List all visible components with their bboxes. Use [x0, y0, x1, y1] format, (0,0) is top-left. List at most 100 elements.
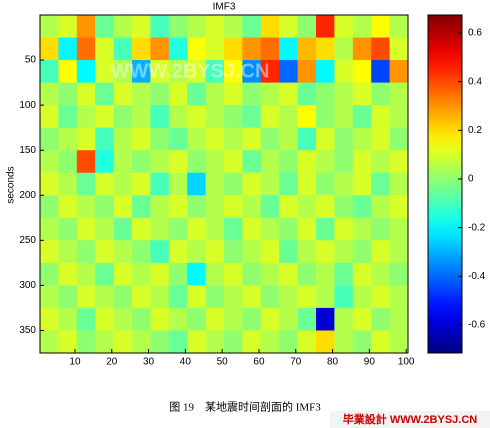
- heat-cell: [95, 262, 115, 286]
- x-tick-label: 70: [290, 357, 302, 368]
- heat-cell: [40, 285, 59, 309]
- heat-cell: [132, 217, 151, 241]
- heat-cell: [389, 15, 409, 39]
- heat-cell: [371, 307, 391, 331]
- heat-cell: [316, 15, 335, 39]
- heat-cell: [58, 127, 78, 151]
- heat-cell: [150, 127, 170, 151]
- heat-cell: [40, 330, 59, 354]
- heat-cell: [224, 240, 243, 264]
- y-tick-label: 350: [19, 325, 36, 336]
- heat-cell: [242, 172, 262, 196]
- heat-cell: [279, 82, 299, 106]
- heat-cell: [40, 262, 59, 286]
- heat-cell: [260, 262, 280, 286]
- y-tick-label: 50: [25, 55, 37, 66]
- heat-cell: [224, 285, 243, 309]
- heat-cell: [260, 240, 280, 264]
- heat-cell: [40, 172, 59, 196]
- heat-cell: [389, 285, 409, 309]
- logo: 毕業設計 WWW.2BYSJ.CN: [343, 412, 478, 426]
- heat-cell: [132, 37, 151, 61]
- heat-cell: [95, 330, 115, 354]
- heat-cell: [95, 15, 115, 39]
- heat-cell: [297, 60, 317, 84]
- heat-cell: [113, 60, 133, 84]
- heat-cell: [242, 82, 262, 106]
- heat-cell: [389, 37, 409, 61]
- heat-cell: [334, 150, 354, 174]
- heat-cell: [187, 240, 207, 264]
- heat-cell: [316, 330, 335, 354]
- y-tick-label: 200: [19, 190, 36, 201]
- heat-cell: [352, 127, 372, 151]
- heat-cell: [371, 172, 391, 196]
- colorbar: [427, 14, 463, 354]
- heat-cell: [95, 150, 115, 174]
- heat-cell: [40, 240, 59, 264]
- heat-cell: [58, 37, 78, 61]
- heat-cell: [242, 330, 262, 354]
- heat-cell: [76, 307, 96, 331]
- heat-cell: [242, 105, 262, 129]
- heat-cell: [95, 37, 115, 61]
- heat-cell: [187, 127, 207, 151]
- heat-cell: [205, 105, 225, 129]
- heat-cell: [168, 240, 188, 264]
- heat-cell: [389, 150, 409, 174]
- y-tick-label: 300: [19, 280, 36, 291]
- heat-cell: [297, 105, 317, 129]
- heat-cell: [224, 150, 243, 174]
- heat-cell: [334, 330, 354, 354]
- heat-cell: [389, 195, 409, 219]
- heat-cell: [150, 285, 170, 309]
- heat-cell: [334, 240, 354, 264]
- heat-cell: [76, 127, 96, 151]
- heat-cell: [187, 285, 207, 309]
- heat-cell: [297, 307, 317, 331]
- heat-cell: [168, 82, 188, 106]
- heat-cell: [224, 82, 243, 106]
- heat-cell: [150, 195, 170, 219]
- heat-cell: [389, 127, 409, 151]
- heat-cell: [279, 330, 299, 354]
- heat-cell: [113, 105, 133, 129]
- heat-cell: [132, 172, 151, 196]
- heat-cell: [205, 37, 225, 61]
- heat-cell: [242, 15, 262, 39]
- heat-cell: [150, 172, 170, 196]
- heat-cell: [297, 150, 317, 174]
- x-tick-label: 20: [106, 357, 118, 368]
- heat-cell: [352, 307, 372, 331]
- heat-cell: [224, 217, 243, 241]
- heat-cell: [113, 82, 133, 106]
- heat-cell: [279, 262, 299, 286]
- heat-cell: [150, 307, 170, 331]
- heat-cell: [187, 307, 207, 331]
- heat-cell: [40, 217, 59, 241]
- heat-cell: [297, 195, 317, 219]
- heat-cell: [224, 60, 243, 84]
- heat-cell: [205, 150, 225, 174]
- heat-cell: [316, 150, 335, 174]
- heat-cell: [40, 82, 59, 106]
- heat-cell: [352, 150, 372, 174]
- heat-cell: [389, 307, 409, 331]
- heat-cell: [187, 15, 207, 39]
- x-tick-label: 10: [69, 357, 81, 368]
- heat-cell: [132, 82, 151, 106]
- x-tick-label: 80: [327, 357, 339, 368]
- heat-cell: [389, 105, 409, 129]
- heat-cell: [187, 217, 207, 241]
- heat-cell: [187, 195, 207, 219]
- heat-cell: [58, 217, 78, 241]
- plot-frame: [39, 14, 409, 354]
- heat-cell: [40, 105, 59, 129]
- heat-cell: [95, 285, 115, 309]
- heat-cell: [205, 82, 225, 106]
- heat-cell: [279, 150, 299, 174]
- heat-cell: [168, 150, 188, 174]
- heat-cell: [132, 105, 151, 129]
- heat-cell: [279, 127, 299, 151]
- heat-cell: [260, 127, 280, 151]
